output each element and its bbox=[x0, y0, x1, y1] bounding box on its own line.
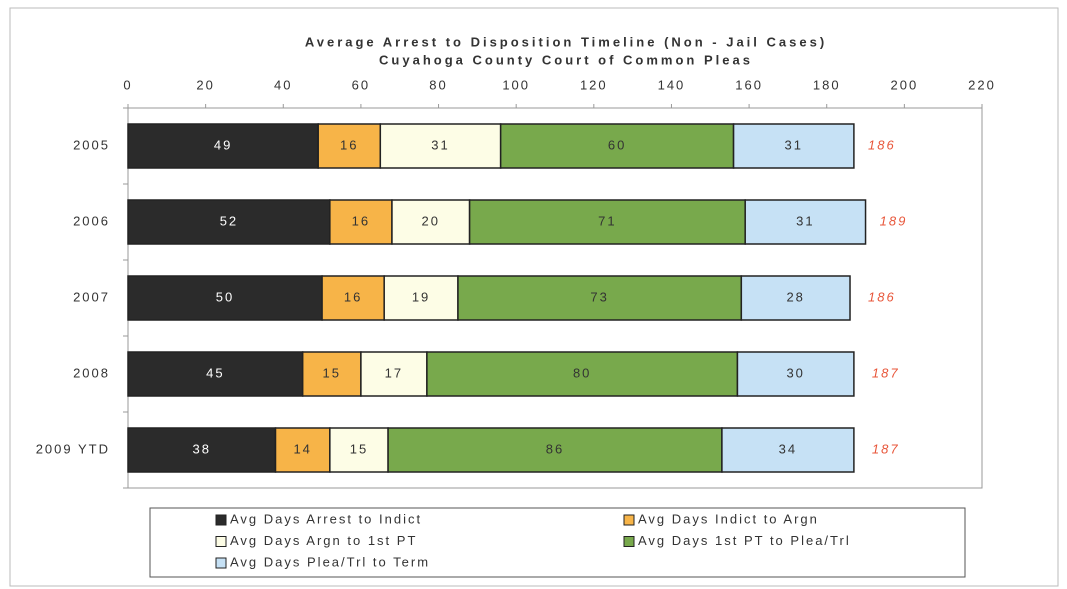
x-tick-label: 160 bbox=[735, 77, 763, 92]
bar-segment bbox=[740, 275, 851, 321]
legend-swatch bbox=[623, 514, 635, 526]
data-label: 52 bbox=[220, 213, 238, 228]
bar-segment bbox=[321, 275, 385, 321]
x-tick-label: 200 bbox=[891, 77, 919, 92]
data-label: 31 bbox=[784, 137, 802, 152]
x-tick-label: 100 bbox=[502, 77, 530, 92]
total-label: 187 bbox=[872, 441, 900, 456]
total-label: 189 bbox=[880, 213, 908, 228]
data-label: 50 bbox=[216, 289, 234, 304]
bar-segment bbox=[127, 427, 277, 473]
legend-label: Avg Days 1st PT to Plea/Trl bbox=[638, 533, 851, 548]
data-label: 60 bbox=[608, 137, 626, 152]
bar-segment bbox=[391, 199, 471, 245]
legend-label: Avg Days Plea/Trl to Term bbox=[230, 554, 430, 569]
y-tick-label: 2008 bbox=[73, 365, 110, 380]
y-tick-label: 2006 bbox=[73, 213, 110, 228]
y-tick-label: 2007 bbox=[73, 289, 110, 304]
legend-swatch bbox=[215, 514, 227, 526]
data-label: 38 bbox=[193, 441, 211, 456]
chart-title: Average Arrest to Disposition Timeline (… bbox=[305, 34, 827, 49]
x-tick-label: 180 bbox=[813, 77, 841, 92]
data-label: 30 bbox=[786, 365, 804, 380]
data-label: 15 bbox=[323, 365, 341, 380]
data-label: 31 bbox=[431, 137, 449, 152]
x-tick-label: 120 bbox=[580, 77, 608, 92]
bar-segment bbox=[360, 351, 428, 397]
data-label: 34 bbox=[779, 441, 797, 456]
x-tick-label: 140 bbox=[658, 77, 686, 92]
y-tick-label: 2005 bbox=[73, 137, 110, 152]
legend-label: Avg Days Indict to Argn bbox=[638, 511, 819, 526]
legend-swatch bbox=[215, 557, 227, 569]
bar-segment bbox=[127, 199, 331, 245]
bar-segment bbox=[301, 351, 362, 397]
x-tick-label: 0 bbox=[123, 77, 132, 92]
data-label: 17 bbox=[385, 365, 403, 380]
data-label: 20 bbox=[422, 213, 440, 228]
x-tick-label: 20 bbox=[196, 77, 214, 92]
bar-segment bbox=[127, 275, 323, 321]
data-label: 73 bbox=[590, 289, 608, 304]
bar-segment bbox=[127, 123, 319, 169]
data-label: 86 bbox=[546, 441, 564, 456]
legend-label: Avg Days Argn to 1st PT bbox=[230, 533, 417, 548]
bar-segment bbox=[426, 351, 739, 397]
total-label: 187 bbox=[872, 365, 900, 380]
legend bbox=[149, 507, 966, 578]
bar-segment bbox=[329, 199, 393, 245]
bar-segment bbox=[457, 275, 743, 321]
chart-subtitle: Cuyahoga County Court of Common Pleas bbox=[379, 52, 753, 67]
data-label: 28 bbox=[786, 289, 804, 304]
data-label: 16 bbox=[344, 289, 362, 304]
x-tick-label: 80 bbox=[429, 77, 447, 92]
bar-segment bbox=[721, 427, 855, 473]
data-label: 14 bbox=[293, 441, 311, 456]
data-label: 19 bbox=[412, 289, 430, 304]
bar-segment bbox=[383, 275, 459, 321]
legend-swatch bbox=[623, 536, 635, 547]
data-label: 71 bbox=[598, 213, 616, 228]
bar-segment bbox=[744, 199, 867, 245]
bar-segment bbox=[317, 123, 382, 169]
data-label: 49 bbox=[214, 137, 232, 152]
bar-segment bbox=[387, 427, 723, 473]
bar-segment bbox=[736, 351, 855, 397]
y-tick-label: 2009 YTD bbox=[36, 441, 110, 456]
x-tick-label: 60 bbox=[352, 77, 370, 92]
total-label: 186 bbox=[868, 289, 896, 304]
data-label: 45 bbox=[206, 365, 224, 380]
data-label: 31 bbox=[796, 213, 814, 228]
total-label: 186 bbox=[868, 137, 896, 152]
data-label: 16 bbox=[352, 213, 370, 228]
data-label: 16 bbox=[340, 137, 358, 152]
bar-segment bbox=[329, 427, 389, 473]
x-tick-label: 40 bbox=[274, 77, 292, 92]
legend-label: Avg Days Arrest to Indict bbox=[230, 511, 422, 526]
legend-swatch bbox=[215, 536, 227, 547]
bar-segment bbox=[499, 123, 735, 169]
bar-segment bbox=[732, 123, 855, 169]
frame bbox=[9, 7, 1059, 587]
data-label: 15 bbox=[350, 441, 368, 456]
bar-segment bbox=[379, 123, 502, 169]
data-label: 80 bbox=[573, 365, 591, 380]
x-tick-label: 220 bbox=[968, 77, 996, 92]
bar-segment bbox=[468, 199, 746, 245]
